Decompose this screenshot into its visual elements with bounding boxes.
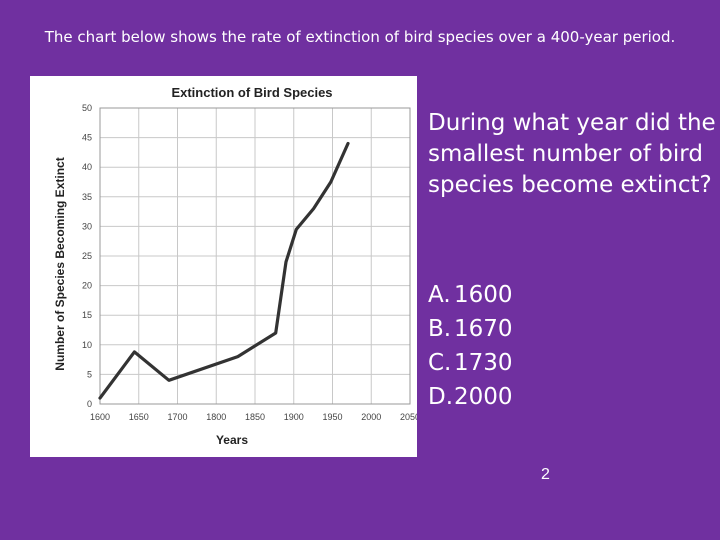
y-axis-label: Number of Species Becoming Extinct [53, 157, 67, 370]
x-axis-label: Years [216, 433, 248, 447]
x-tick-label: 1650 [129, 412, 149, 422]
x-tick-label: 1850 [245, 412, 265, 422]
choice-text: 1670 [454, 316, 513, 342]
slide-header: The chart below shows the rate of extinc… [44, 28, 676, 46]
choice-letter: C. [428, 350, 452, 376]
chart-title: Extinction of Bird Species [171, 85, 332, 100]
plot-frame [99, 107, 411, 405]
choice-b[interactable]: B. 1670 [428, 312, 628, 346]
y-tick-label: 40 [82, 162, 92, 172]
page-number: 2 [541, 466, 550, 483]
y-tick-label: 0 [87, 399, 92, 409]
choice-text: 2000 [454, 384, 513, 410]
x-tick-label: 1900 [284, 412, 304, 422]
choice-letter: D. [428, 384, 454, 410]
y-tick-label: 20 [82, 281, 92, 291]
choice-letter: A. [428, 282, 451, 308]
y-tick-label: 5 [87, 369, 92, 379]
choice-c[interactable]: C. 1730 [428, 346, 628, 380]
choice-text: 1600 [454, 282, 513, 308]
extinction-chart: Extinction of Bird Species 0 5 10 15 20 25 30 3… [53, 85, 417, 447]
x-tick-label: 2050 [400, 412, 417, 422]
choice-a[interactable]: A. 1600 [428, 278, 628, 312]
x-tick-labels: 1600 1650 1700 1800 1850 1900 1950 2000 2050 [90, 412, 417, 422]
y-tick-label: 25 [82, 251, 92, 261]
chart-series [98, 141, 350, 400]
x-tick-label: 2000 [361, 412, 381, 422]
y-tick-label: 10 [82, 340, 92, 350]
choice-letter: B. [428, 316, 452, 342]
choice-d[interactable]: D. 2000 [428, 380, 628, 414]
choice-text: 1730 [454, 350, 513, 376]
x-tick-label: 1700 [167, 412, 187, 422]
y-tick-label: 35 [82, 192, 92, 202]
x-tick-label: 1800 [206, 412, 226, 422]
answer-choices: A. 1600 B. 1670 C. 1730 D. 2000 [428, 278, 628, 414]
y-tick-label: 15 [82, 310, 92, 320]
y-tick-label: 30 [82, 221, 92, 231]
y-tick-labels: 0 5 10 15 20 25 30 35 40 45 50 [82, 103, 92, 409]
question-text: During what year did the smallest number… [428, 110, 716, 198]
series-line [98, 141, 350, 400]
y-tick-label: 50 [82, 103, 92, 113]
chart-panel: Extinction of Bird Species 0 5 10 15 20 25 30 3… [30, 76, 417, 457]
y-tick-label: 45 [82, 133, 92, 143]
chart-grid [99, 107, 411, 405]
x-tick-label: 1950 [322, 412, 342, 422]
x-tick-label: 1600 [90, 412, 110, 422]
